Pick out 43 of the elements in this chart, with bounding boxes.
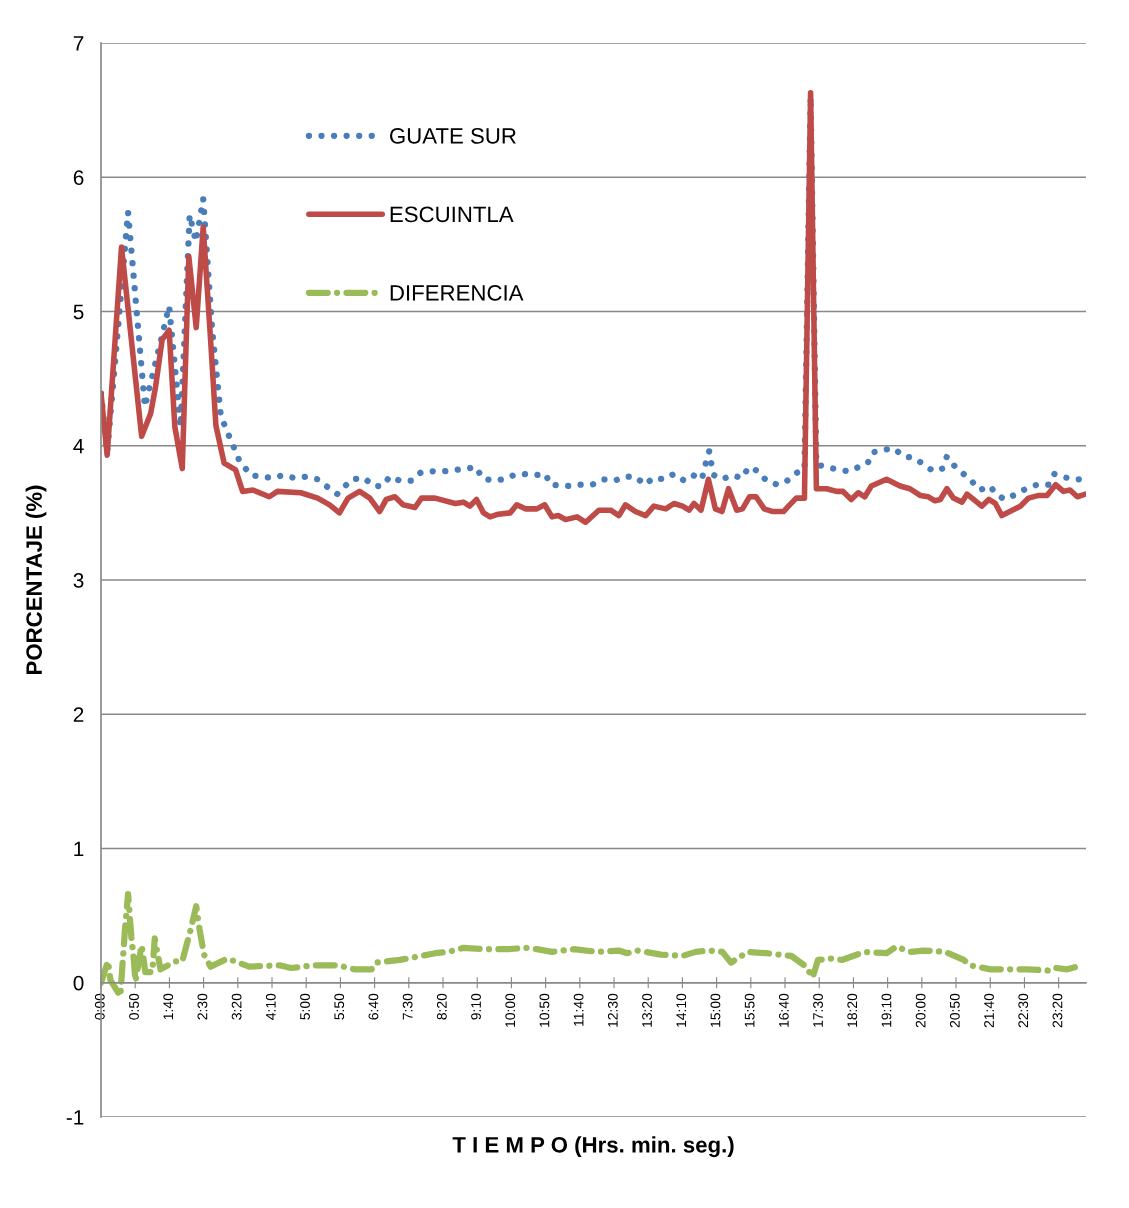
x-tick-label: 20:50 (949, 993, 960, 1028)
x-tick-label: 22:30 (1018, 993, 1029, 1028)
x-tick-label: 14:10 (676, 993, 687, 1027)
legend-label: GUATE SUR (390, 128, 516, 144)
x-tick-label: 15:50 (744, 993, 755, 1027)
x-tick-label: 19:10 (881, 993, 892, 1027)
x-tick-label: 12:30 (607, 993, 618, 1027)
y-tick-label: 4 (73, 438, 84, 454)
x-tick-label: 21:40 (984, 993, 994, 1028)
x-tick-label: 11:40 (573, 993, 584, 1026)
x-tick-label: 6:40 (368, 993, 379, 1020)
x-tick-label: 23:20 (1052, 993, 1063, 1028)
y-tick-label: 2 (73, 707, 84, 722)
x-tick-label: 18:20 (847, 993, 858, 1027)
x-tick-label: 2:30 (197, 993, 208, 1020)
x-tick-label: 17:30 (813, 993, 823, 1027)
y-tick-label: -1 (66, 1110, 84, 1125)
y-tick-label: 0 (73, 975, 84, 991)
x-tick-label: 9:10 (471, 993, 481, 1020)
legend-label: ESCUINTLA (390, 206, 514, 223)
y-axis-title: PORCENTAJE (%) (25, 485, 47, 674)
x-tick-label: 5:50 (334, 993, 345, 1020)
y-tick-label: 1 (74, 841, 84, 857)
x-tick-label: 1:40 (163, 993, 174, 1020)
x-tick-label: 13:20 (642, 993, 652, 1027)
x-tick-label: 10:00 (505, 993, 516, 1027)
x-tick-label: 20:00 (915, 993, 926, 1028)
x-tick-label: 0:50 (129, 993, 139, 1020)
y-tick-label: 5 (73, 304, 84, 320)
x-tick-label: 3:20 (231, 993, 242, 1020)
x-tick-label: 8:20 (436, 993, 447, 1020)
y-tick-label: 3 (73, 573, 84, 588)
x-tick-label: 10:50 (539, 993, 550, 1027)
x-tick-label: 7:30 (402, 993, 413, 1020)
legend-label: DIFERENCIA (390, 285, 524, 301)
x-tick-label: 4:10 (265, 993, 276, 1020)
x-tick-label: 15:00 (710, 993, 721, 1027)
x-tick-label: 5:00 (300, 993, 310, 1020)
x-tick-label: 0:00 (94, 993, 105, 1020)
y-tick-label: 6 (73, 170, 84, 185)
y-tick-label: 7 (73, 36, 84, 51)
x-axis-title: T I E M P O (Hrs. min. seg.) (452, 1136, 734, 1158)
x-tick-label: 16:40 (778, 993, 789, 1027)
